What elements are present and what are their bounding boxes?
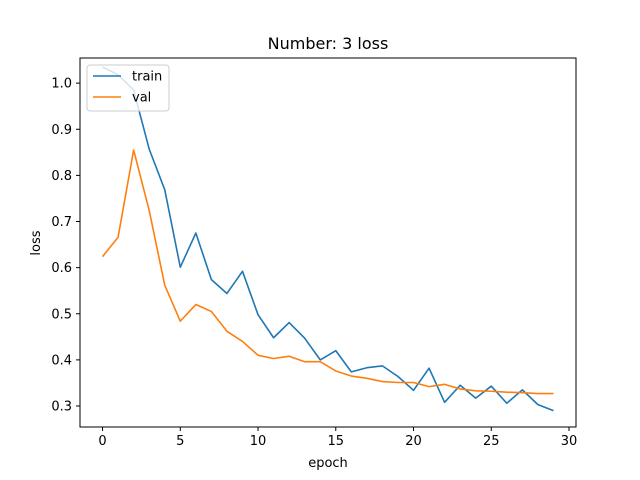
plot-lines [101,66,554,412]
y-axis-ticks: 0.3 0.4 0.5 0.6 0.7 0.8 0.9 1.0 [51,77,80,415]
y-axis-label: loss [29,230,44,255]
series-line-val [101,149,554,395]
y-tick-label: 0.9 [51,123,72,138]
x-tick-label: 20 [405,434,422,449]
x-axis-ticks: 0 5 10 15 20 25 30 [98,427,577,449]
x-tick-label: 10 [250,434,267,449]
x-tick-label: 5 [176,434,184,449]
x-tick-label: 15 [328,434,345,449]
y-tick-label: 1.0 [51,77,72,92]
series-line-train [102,66,554,412]
x-axis-label: epoch [308,456,348,471]
x-tick-label: 30 [561,434,578,449]
legend: train val [86,64,170,112]
legend-label-train: train [132,70,162,85]
y-tick-label: 0.3 [51,400,72,415]
y-tick-label: 0.4 [51,353,72,368]
legend-label-val: val [132,91,151,106]
chart-title: Number: 3 loss [268,34,389,53]
y-tick-label: 0.5 [51,307,72,322]
x-tick-label: 0 [98,434,106,449]
y-tick-label: 0.7 [51,215,72,230]
y-tick-label: 0.8 [51,169,72,184]
y-tick-label: 0.6 [51,261,72,276]
plot-frame [79,57,577,428]
x-tick-label: 25 [483,434,500,449]
